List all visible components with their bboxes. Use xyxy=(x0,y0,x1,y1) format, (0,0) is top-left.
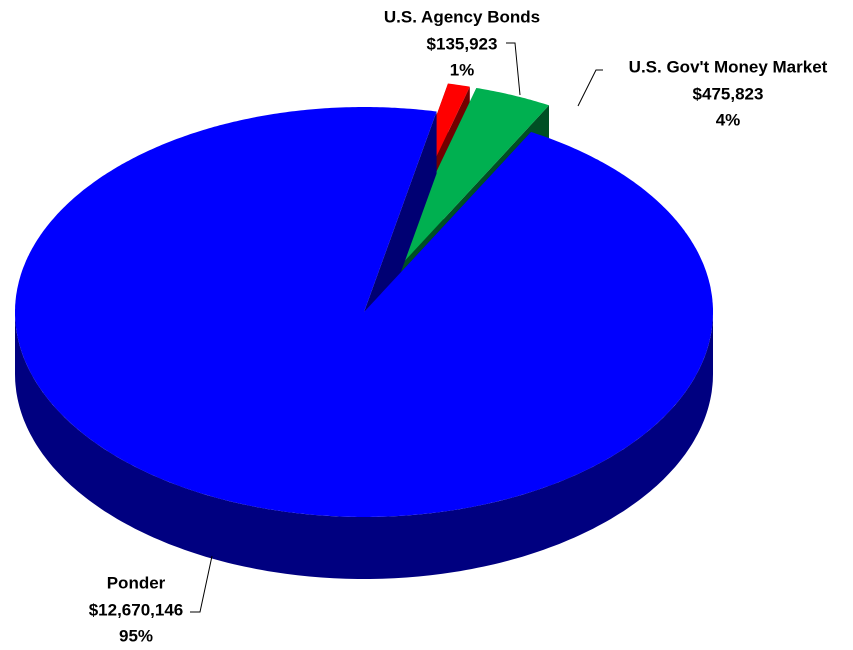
leader-line xyxy=(190,555,213,613)
slice xyxy=(382,88,549,286)
slice xyxy=(15,107,713,517)
leader-line xyxy=(577,69,603,107)
slice-percent-label: 95% xyxy=(119,626,153,645)
pie xyxy=(15,83,713,579)
slice-label: U.S. Agency Bonds xyxy=(384,7,540,26)
slice-percent-label: 4% xyxy=(716,110,741,129)
slice-percent-label: 1% xyxy=(450,60,475,79)
slice-value-label: $135,923 xyxy=(427,34,498,53)
slice-label: Ponder xyxy=(107,573,166,592)
slice-label: U.S. Gov't Money Market xyxy=(629,57,828,76)
slice-value-label: $475,823 xyxy=(693,84,764,103)
slice-value-label: $12,670,146 xyxy=(89,600,184,619)
slice-wall xyxy=(15,312,713,579)
leader-line xyxy=(506,42,521,96)
